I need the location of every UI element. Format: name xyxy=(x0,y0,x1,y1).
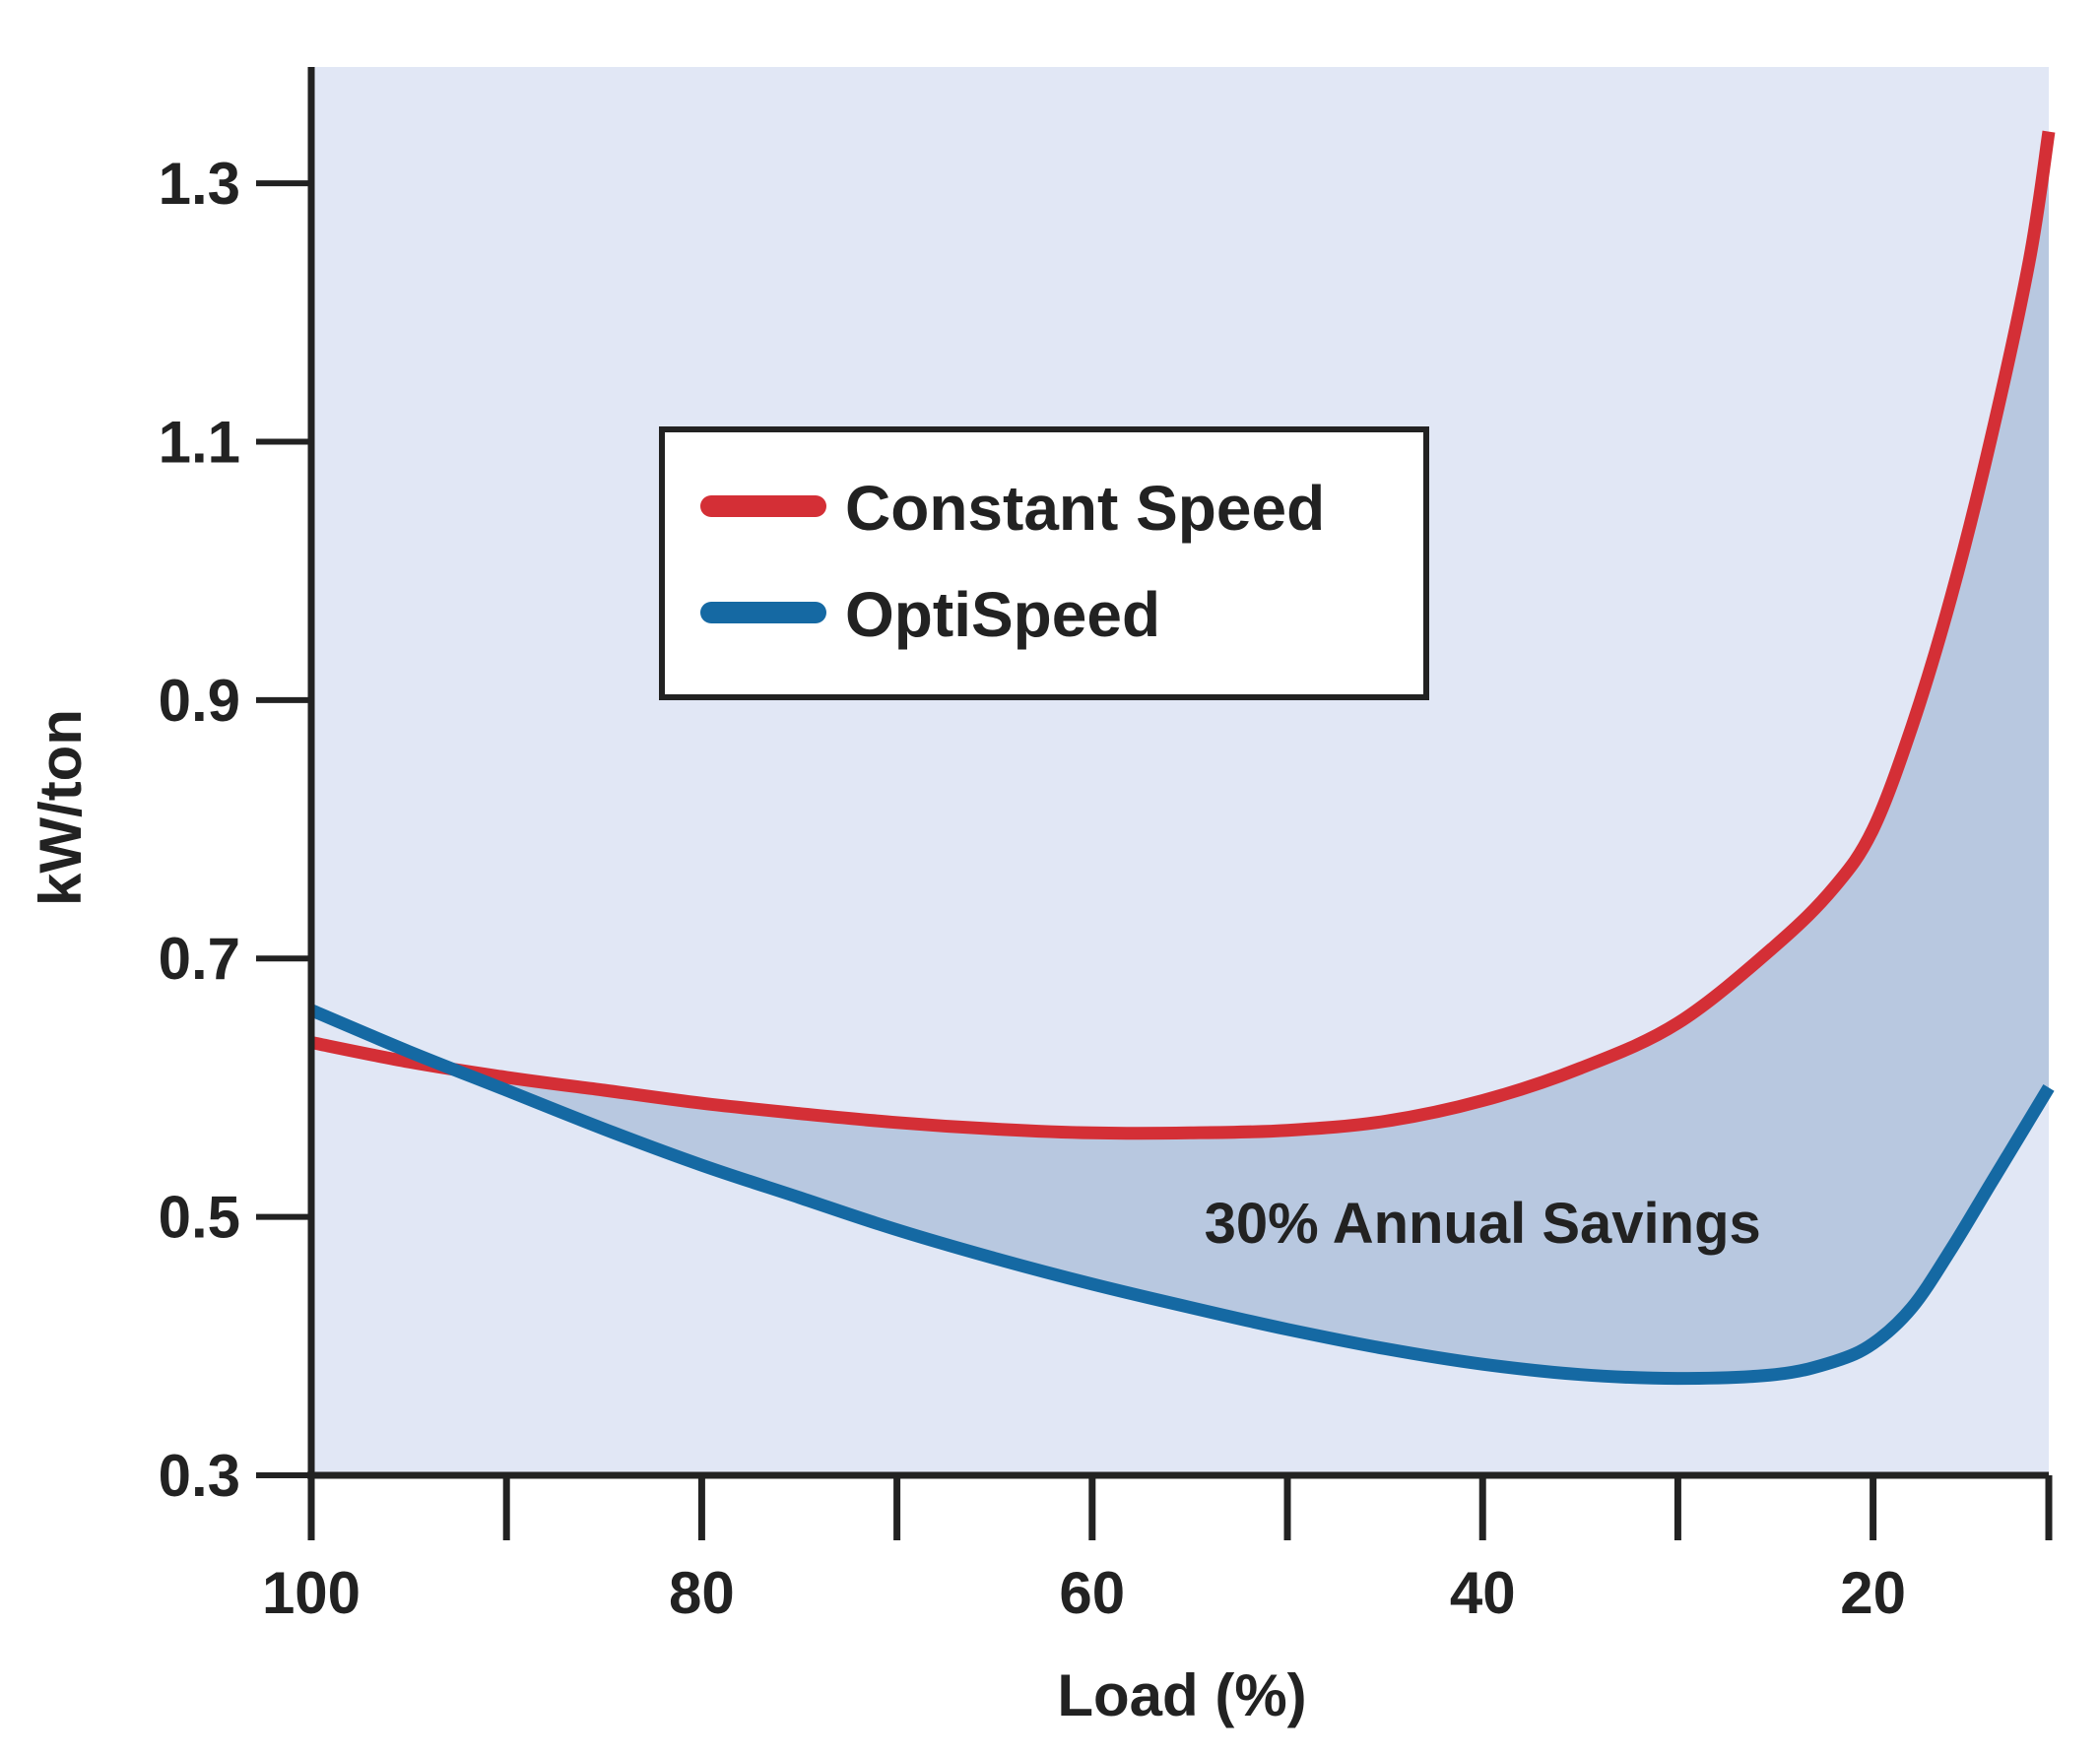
y-tick-label: 1.3 xyxy=(159,151,240,217)
series-group xyxy=(308,130,2056,1386)
savings-area xyxy=(506,131,2050,1379)
y-tick-label: 0.7 xyxy=(159,926,240,992)
legend-label-constant-speed: Constant Speed xyxy=(845,473,1325,544)
y-tick-label: 0.3 xyxy=(159,1443,240,1509)
legend-label-optispeed: OptiSpeed xyxy=(845,579,1160,650)
y-tick-label: 0.9 xyxy=(159,668,240,734)
series-line-constant-speed xyxy=(309,130,2056,1140)
x-ticks: 100 80 60 40 20 xyxy=(262,1475,2053,1626)
legend-box xyxy=(659,426,1429,700)
y-tick-label: 1.1 xyxy=(159,409,240,475)
legend: Constant Speed OptiSpeed xyxy=(659,426,1429,700)
y-ticks: 0.3 0.5 0.7 0.9 1.1 1.3 xyxy=(159,151,311,1509)
x-tick-label: 80 xyxy=(669,1560,735,1626)
x-tick-label: 100 xyxy=(262,1560,361,1626)
x-tick-label: 60 xyxy=(1059,1560,1125,1626)
annotation-savings: 30% Annual Savings xyxy=(1205,1192,1761,1256)
series-line-optispeed xyxy=(308,1004,2055,1386)
axes xyxy=(307,67,2049,1479)
y-tick-label: 0.5 xyxy=(159,1185,240,1251)
x-tick-label: 40 xyxy=(1450,1560,1516,1626)
x-axis-title: Load (%) xyxy=(1057,1662,1306,1728)
y-axis-title: kW/ton xyxy=(28,709,94,906)
x-tick-label: 20 xyxy=(1840,1560,1906,1626)
